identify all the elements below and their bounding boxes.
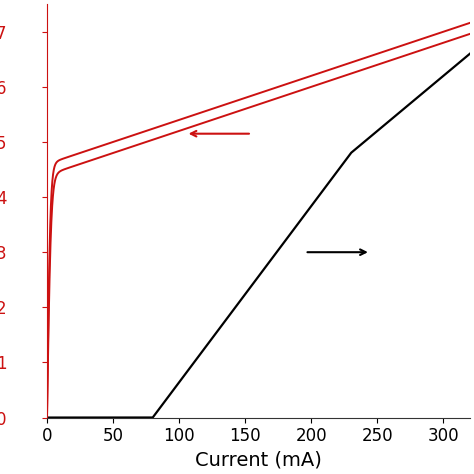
X-axis label: Current (mA): Current (mA) (195, 451, 322, 470)
